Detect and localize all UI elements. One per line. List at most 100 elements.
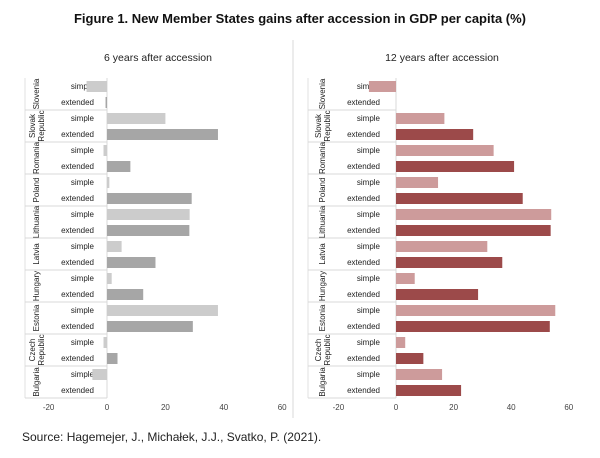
bar-simple	[396, 209, 552, 220]
country-label: SlovakRepublic	[314, 110, 332, 141]
panel-title: 12 years after accession	[385, 52, 499, 64]
category-label: extended	[61, 162, 94, 171]
bar-simple	[107, 209, 190, 220]
bar-extended	[396, 289, 479, 300]
country-label: Latvia	[32, 243, 41, 265]
category-label: simple	[357, 242, 381, 251]
category-label: extended	[347, 354, 380, 363]
category-label: extended	[61, 258, 94, 267]
country-label: Bulgaria	[318, 367, 327, 397]
category-label: extended	[347, 98, 380, 107]
category-label: extended	[61, 194, 94, 203]
country-label: Lithuania	[318, 205, 327, 238]
bar-extended	[107, 289, 144, 300]
country-label: Lithuania	[32, 205, 41, 238]
bar-simple	[107, 113, 166, 124]
category-label: extended	[347, 322, 380, 331]
bar-extended	[396, 129, 474, 140]
category-label: extended	[347, 258, 380, 267]
category-label: extended	[61, 322, 94, 331]
category-label: extended	[61, 354, 94, 363]
x-tick-label: -20	[43, 403, 55, 412]
category-label: extended	[347, 290, 380, 299]
bar-simple	[396, 369, 443, 380]
bar-extended	[107, 353, 118, 364]
bar-extended	[107, 193, 192, 204]
category-label: simple	[357, 306, 381, 315]
panel-title: 6 years after accession	[104, 52, 212, 64]
category-label: simple	[71, 178, 95, 187]
bar-extended	[107, 321, 193, 332]
bar-extended	[107, 161, 131, 172]
category-label: simple	[71, 274, 95, 283]
country-label: SlovakRepublic	[28, 110, 46, 141]
country-label: Estonia	[318, 304, 327, 331]
category-label: simple	[71, 114, 95, 123]
category-label: simple	[357, 370, 381, 379]
bar-simple	[396, 241, 488, 252]
category-label: extended	[61, 226, 94, 235]
country-label: Hungary	[318, 271, 327, 301]
category-label: extended	[61, 130, 94, 139]
category-label: simple	[357, 338, 381, 347]
bar-simple	[103, 337, 107, 348]
category-label: simple	[357, 146, 381, 155]
country-label: Slovenia	[318, 78, 327, 109]
bar-extended	[107, 225, 190, 236]
category-label: extended	[61, 386, 94, 395]
country-label: CzechRepublic	[314, 334, 332, 365]
x-tick-label: 20	[161, 403, 170, 412]
country-label: CzechRepublic	[28, 334, 46, 365]
x-tick-label: 60	[278, 403, 287, 412]
bar-simple	[86, 81, 107, 92]
figure-title: Figure 1. New Member States gains after …	[73, 11, 527, 26]
country-label: Latvia	[318, 243, 327, 265]
country-label: Poland	[32, 178, 41, 203]
category-label: simple	[71, 242, 95, 251]
country-label: Poland	[318, 178, 327, 203]
country-label: Romania	[32, 141, 41, 174]
x-tick-label: 40	[219, 403, 228, 412]
country-label: Bulgaria	[32, 367, 41, 397]
category-label: simple	[357, 210, 381, 219]
category-label: extended	[61, 290, 94, 299]
bar-extended	[396, 193, 523, 204]
bar-simple	[107, 273, 112, 284]
category-label: simple	[71, 338, 95, 347]
category-label: extended	[347, 386, 380, 395]
country-label: Hungary	[32, 271, 41, 301]
bar-simple	[92, 369, 107, 380]
bar-simple	[396, 273, 415, 284]
bar-simple	[396, 337, 406, 348]
category-label: simple	[71, 210, 95, 219]
bar-extended	[396, 321, 550, 332]
category-label: extended	[347, 162, 380, 171]
category-label: simple	[357, 114, 381, 123]
bar-simple	[107, 241, 122, 252]
x-tick-label: 0	[394, 403, 399, 412]
country-label: Estonia	[32, 304, 41, 331]
bar-simple	[368, 81, 396, 92]
bar-extended	[107, 257, 156, 268]
bar-simple	[396, 145, 494, 156]
category-label: simple	[357, 82, 381, 91]
bar-extended	[107, 129, 218, 140]
bar-extended	[396, 385, 462, 396]
bar-extended	[396, 353, 424, 364]
x-tick-label: -20	[333, 403, 345, 412]
source-note: Source: Hagemejer, J., Michałek, J.J., S…	[22, 430, 322, 444]
bar-extended	[396, 225, 551, 236]
bar-simple	[103, 145, 107, 156]
category-label: extended	[347, 194, 380, 203]
category-label: simple	[71, 306, 95, 315]
country-label: Romania	[318, 141, 327, 174]
x-tick-label: 40	[507, 403, 516, 412]
bar-extended	[396, 257, 503, 268]
bar-extended	[396, 161, 515, 172]
category-label: simple	[71, 370, 95, 379]
x-tick-label: 0	[105, 403, 110, 412]
bar-simple	[107, 305, 218, 316]
country-label: Slovenia	[32, 78, 41, 109]
category-label: simple	[357, 178, 381, 187]
